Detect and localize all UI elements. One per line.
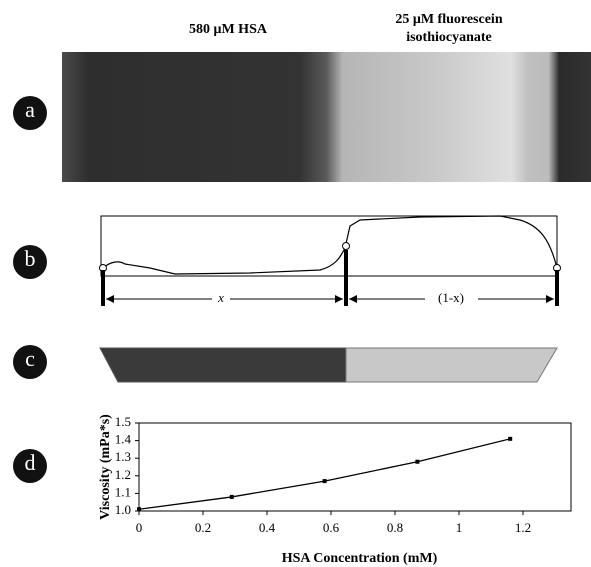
x-tick-label: 0.8 bbox=[387, 520, 403, 535]
header-left: 580 μM HSA bbox=[189, 22, 268, 37]
plot-frame bbox=[139, 423, 571, 511]
data-point bbox=[415, 460, 419, 464]
y-axis-title: Viscosity (mPa*s) bbox=[98, 414, 113, 520]
x-tick-label: 0 bbox=[136, 520, 143, 535]
panel-label: a b c d bbox=[13, 96, 47, 483]
x-tick-label: 1.2 bbox=[515, 520, 531, 535]
y-tick-label: 1.2 bbox=[115, 467, 131, 482]
x-tick-label: 0.2 bbox=[195, 520, 211, 535]
y-tick-label: 1.1 bbox=[115, 484, 131, 499]
x-tick-label: 1 bbox=[456, 520, 463, 535]
span-label: (1-x) bbox=[438, 290, 464, 305]
panel-letter: a bbox=[25, 97, 35, 122]
x-tick-label: 0.6 bbox=[323, 520, 340, 535]
x-axis-title: HSA Concentration (mM) bbox=[282, 551, 438, 566]
header-right: 25 μM fluorescein bbox=[395, 12, 502, 27]
header-right: isothiocyanate bbox=[406, 30, 492, 45]
fit-line bbox=[139, 439, 510, 509]
y-tick-label: 1.5 bbox=[115, 414, 131, 429]
panel-letter: d bbox=[25, 450, 36, 475]
data-point bbox=[323, 479, 327, 483]
profile bbox=[100, 216, 561, 306]
y-tick-label: 1.3 bbox=[115, 449, 131, 464]
figure: 580 μM HSA 25 μM fluorescein isothiocyan… bbox=[0, 0, 591, 567]
data-point bbox=[508, 437, 512, 441]
data-point bbox=[137, 507, 141, 511]
y-tick-label: 1.4 bbox=[115, 432, 132, 447]
y-tick-label: 1.0 bbox=[115, 502, 131, 517]
panel-letter: b bbox=[25, 246, 36, 271]
gel-image bbox=[62, 52, 591, 182]
x-tick-label: 0.4 bbox=[259, 520, 276, 535]
data-point bbox=[230, 495, 234, 499]
schematic bbox=[100, 348, 557, 382]
panel-letter: c bbox=[25, 346, 35, 371]
span-label: x bbox=[217, 290, 224, 305]
